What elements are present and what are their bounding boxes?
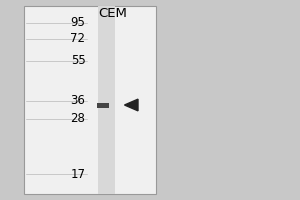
Bar — [98, 102, 110, 108]
Text: 55: 55 — [71, 54, 86, 68]
Text: 95: 95 — [70, 17, 86, 29]
Bar — [24, 6, 156, 194]
Text: 17: 17 — [70, 168, 86, 180]
Polygon shape — [124, 99, 138, 111]
Text: 72: 72 — [70, 32, 86, 46]
Text: 28: 28 — [70, 112, 86, 126]
Bar — [98, 6, 115, 194]
Text: CEM: CEM — [98, 7, 127, 20]
Text: 36: 36 — [70, 95, 86, 108]
